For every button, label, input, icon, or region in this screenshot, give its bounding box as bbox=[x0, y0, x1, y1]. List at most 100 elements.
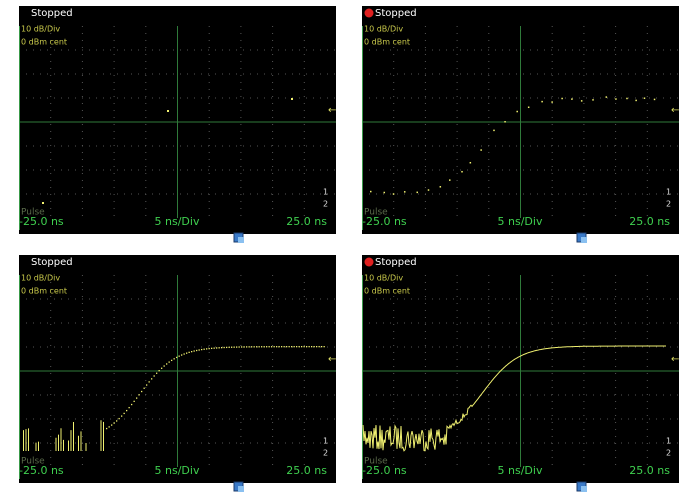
scope-panel[interactable]: Stopped 10 dB/Div 0 dBm cent Pulse 1 2 ← -25.0 … bbox=[362, 6, 679, 246]
trace-dot bbox=[551, 101, 553, 103]
trace-label: Pulse bbox=[364, 208, 388, 218]
trace-dot bbox=[228, 346, 230, 348]
reference-arrow: ← bbox=[671, 105, 679, 116]
trace-dot bbox=[208, 347, 210, 350]
trace-dot bbox=[469, 161, 472, 164]
status-icon bbox=[238, 486, 244, 492]
trace-dot bbox=[201, 348, 203, 351]
trace-dot bbox=[248, 346, 250, 348]
trace-dot bbox=[226, 346, 228, 349]
trace-dot bbox=[416, 191, 418, 194]
trace-dot bbox=[123, 412, 125, 415]
scope-panel[interactable]: Stopped 10 dB/Div 0 dBm cent Pulse 1 2 ← -25.0 … bbox=[362, 255, 679, 495]
scope-panel[interactable]: Stopped 10 dB/Div 0 dBm cent Pulse 1 2 ← -25.0 … bbox=[19, 255, 336, 495]
trace-dot bbox=[615, 98, 617, 100]
trace-dot bbox=[236, 346, 238, 348]
trace-dot bbox=[323, 346, 325, 348]
trace-dot bbox=[136, 397, 138, 399]
trace-label: Pulse bbox=[364, 457, 388, 467]
trace-dot bbox=[143, 387, 145, 389]
status-label: Stopped bbox=[31, 8, 73, 19]
trace-dot bbox=[283, 346, 285, 348]
record-indicator bbox=[364, 8, 374, 18]
trace-dot bbox=[493, 129, 495, 132]
trace-dot bbox=[303, 346, 305, 348]
scope-panel[interactable]: Stopped 10 dB/Div 0 dBm cent Pulse 1 2 ← -25.0 … bbox=[19, 6, 336, 246]
trace-dot bbox=[313, 346, 315, 348]
trace-dot bbox=[191, 351, 193, 353]
scale-label: 10 dB/Div bbox=[364, 274, 403, 283]
trace-dot bbox=[106, 427, 108, 430]
marker-label: 1 bbox=[323, 437, 328, 446]
trace-dot bbox=[233, 346, 235, 348]
trace-dot bbox=[605, 96, 608, 98]
trace-dot bbox=[461, 170, 463, 173]
trace-dot bbox=[246, 346, 248, 348]
marker-label: 2 bbox=[666, 200, 671, 209]
reference-label: 0 dBm cent bbox=[364, 287, 410, 296]
trace-dot bbox=[167, 110, 169, 112]
x-end-label: 25.0 ns bbox=[629, 464, 670, 477]
trace-dot bbox=[196, 349, 198, 352]
trace-dot bbox=[383, 191, 386, 194]
trace-dot bbox=[206, 348, 208, 350]
trace-dot bbox=[527, 106, 530, 109]
scale-label: 10 dB/Div bbox=[21, 25, 60, 34]
trace-dot bbox=[653, 98, 656, 101]
trace-dot bbox=[158, 370, 160, 372]
marker-label: 2 bbox=[323, 449, 328, 458]
record-indicator bbox=[364, 257, 374, 267]
status-label: Stopped bbox=[375, 8, 417, 19]
trace-dot bbox=[403, 191, 406, 193]
x-end-label: 25.0 ns bbox=[286, 215, 327, 228]
trace-dot bbox=[580, 100, 583, 102]
trace-dot bbox=[183, 353, 185, 355]
trace-dot bbox=[213, 347, 215, 349]
trace-dot bbox=[231, 346, 233, 348]
trace-dot bbox=[449, 179, 451, 181]
status-icon bbox=[238, 237, 244, 243]
trace-dot bbox=[141, 390, 143, 393]
trace-dot bbox=[193, 350, 195, 352]
trace-dot bbox=[370, 190, 372, 193]
trace-dot bbox=[131, 403, 133, 406]
trace-dot bbox=[161, 367, 163, 369]
trace-dot bbox=[286, 346, 288, 348]
status-label: Stopped bbox=[31, 257, 73, 268]
trace-dot bbox=[186, 352, 188, 354]
trace-dot bbox=[308, 346, 310, 348]
trace-dot bbox=[216, 347, 218, 349]
x-end-label: 25.0 ns bbox=[286, 464, 327, 477]
trace-dot bbox=[211, 347, 213, 350]
trace-dot bbox=[166, 363, 168, 365]
marker-label: 1 bbox=[666, 188, 671, 197]
trace-dot bbox=[218, 347, 220, 349]
trace-dot bbox=[392, 193, 395, 195]
trace-dot bbox=[168, 361, 170, 363]
reference-label: 0 dBm cent bbox=[21, 38, 67, 47]
trace-dot bbox=[176, 356, 178, 359]
x-start-label: -25.0 ns bbox=[362, 464, 407, 477]
trace-dot bbox=[306, 346, 308, 348]
trace-dot bbox=[251, 346, 253, 348]
trace-dot bbox=[108, 426, 110, 428]
trace-dot bbox=[113, 422, 115, 424]
trace-dot bbox=[42, 202, 44, 204]
trace-dot bbox=[273, 346, 275, 348]
marker-label: 2 bbox=[666, 449, 671, 458]
trace-dot bbox=[163, 365, 165, 367]
trace-dot bbox=[301, 346, 303, 348]
trace-dot bbox=[156, 372, 158, 374]
trace-dot bbox=[118, 417, 120, 420]
x-div-label: 5 ns/Div bbox=[155, 464, 200, 477]
x-end-label: 25.0 ns bbox=[629, 215, 670, 228]
status-icon bbox=[581, 237, 587, 243]
trace-dot bbox=[592, 99, 594, 101]
trace-dot bbox=[318, 346, 320, 348]
x-div-label: 5 ns/Div bbox=[498, 215, 543, 228]
trace-dot bbox=[138, 394, 140, 396]
trace-dot bbox=[258, 346, 260, 348]
trace-dot bbox=[223, 346, 225, 349]
trace-dot bbox=[241, 346, 243, 348]
